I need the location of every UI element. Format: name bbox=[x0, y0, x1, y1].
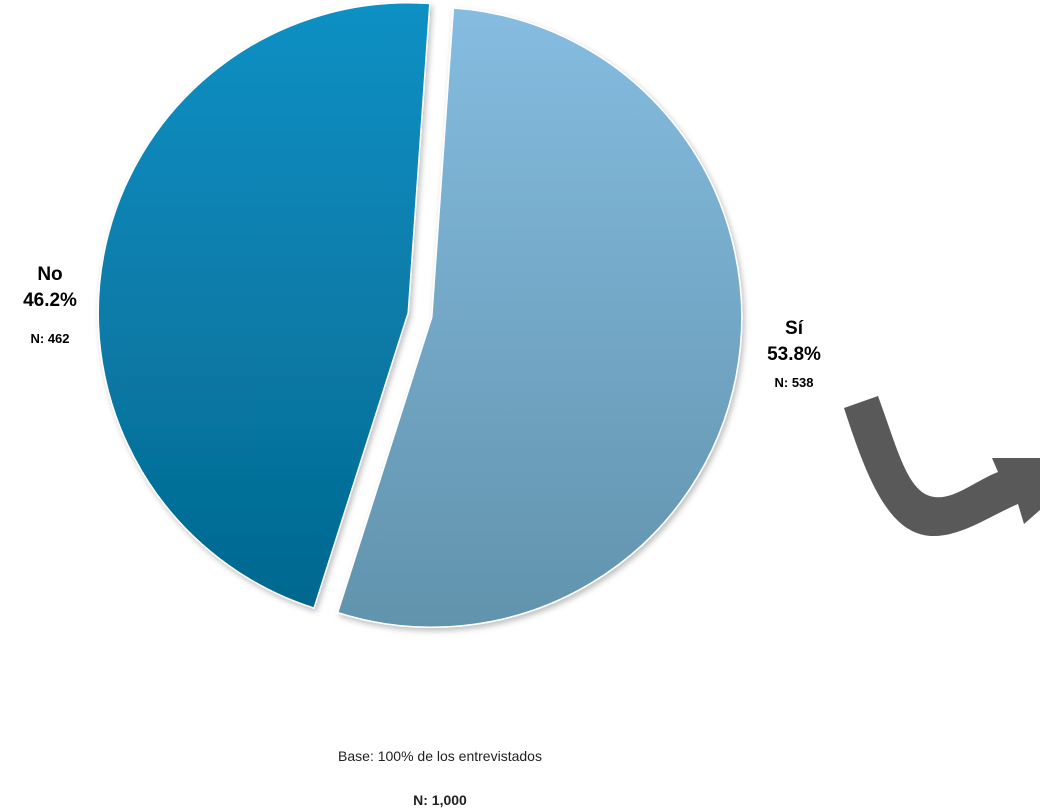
total-count: N: 1,000 bbox=[413, 792, 467, 808]
curved-arrow-right-icon bbox=[844, 396, 1040, 536]
base-note: Base: 100% de los entrevistados bbox=[338, 748, 542, 764]
count-label-no: N: 462 bbox=[30, 331, 70, 346]
percent-label-no: 46.2% bbox=[23, 290, 77, 311]
percent-label-si: 53.8% bbox=[767, 344, 821, 365]
pie-slice-si bbox=[336, 7, 743, 628]
slice-label-si: Sí 53.8% N: 538 bbox=[758, 316, 830, 392]
slice-label-no: No 46.2% N: 462 bbox=[14, 262, 86, 348]
category-label-no: No bbox=[37, 264, 63, 285]
count-label-si: N: 538 bbox=[774, 375, 814, 390]
pie-slice-no bbox=[97, 2, 431, 610]
category-label-si: Sí bbox=[785, 318, 803, 339]
